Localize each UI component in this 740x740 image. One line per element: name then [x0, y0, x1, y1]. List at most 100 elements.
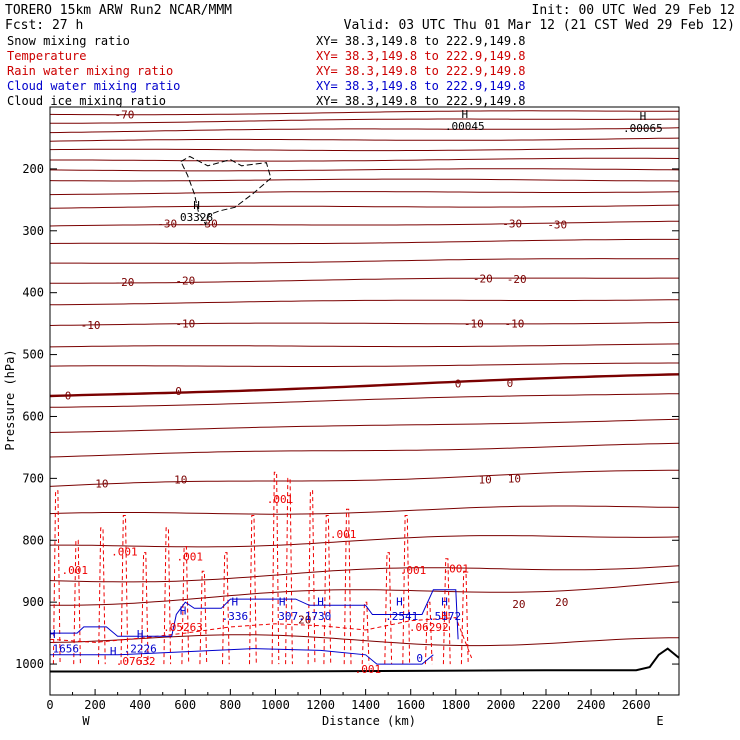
rain-contour-spike: [384, 552, 393, 665]
legend-cloudwater-label: Cloud water mixing ratio: [7, 79, 180, 93]
temperature-contour-label: -30: [198, 217, 218, 230]
temperature-contour-line: [49, 469, 679, 487]
header-valid: Valid: 03 UTC Thu 01 Mar 12 (21 CST Wed …: [344, 18, 735, 33]
legend-cloudwater-xy: XY= 38.3,149.8 to 222.9,149.8: [316, 79, 526, 93]
cloud-water-label: 0: [416, 652, 423, 665]
snow-contour: [180, 155, 272, 227]
header-fcst: Fcst: 27 h: [5, 18, 83, 33]
legend-cloudice-label: Cloud ice mixing ratio: [7, 94, 166, 108]
x-tick-label: 200: [84, 698, 106, 712]
cloud-water-contour: [50, 589, 459, 640]
high-marker-value: .00065: [623, 122, 663, 135]
header-model: TORERO 15km ARW Run2 NCAR/MMM: [5, 3, 232, 18]
temperature-contour-line: [49, 147, 679, 152]
temperature-contour-label: 10: [508, 472, 521, 485]
rain-contour-spike: [140, 552, 149, 665]
legend-temp-label: Temperature: [7, 49, 86, 63]
x-tick-label: 1600: [396, 698, 425, 712]
temperature-contour-label: 10: [174, 474, 187, 487]
temperature-contour-line: [49, 118, 679, 124]
rain-contour-label: .001: [330, 528, 357, 541]
temperature-contour-line: [49, 191, 680, 196]
cloud-water-contour-lower: [50, 648, 434, 665]
temperature-contour-label: -10: [504, 318, 524, 331]
rain-contour-label: .001: [443, 563, 470, 576]
temperature-contour-label: 0: [455, 378, 462, 391]
rain-contour-label: .001: [177, 550, 204, 563]
rain-contour-spike: [285, 477, 293, 665]
high-marker-value: 03328: [180, 211, 213, 224]
rain-contour-spike: [361, 601, 370, 665]
high-marker: H: [193, 199, 200, 212]
temperature-contour-line: [49, 168, 680, 172]
rain-contours: [49, 471, 473, 665]
legend-snow-xy: XY= 38.3,149.8 to 222.9,149.8: [316, 34, 526, 48]
temperature-contour-label: -70: [114, 108, 134, 121]
y-tick-label: 300: [22, 224, 44, 238]
cloud-water-contours: [50, 589, 459, 665]
plot-frame: [49, 106, 680, 696]
temperature-contour-line: [49, 565, 680, 583]
high-marker: H: [279, 595, 286, 608]
y-tick-label: 800: [22, 533, 44, 547]
rain-contour-label: .001: [400, 564, 427, 577]
temperature-contour-line: [49, 343, 680, 348]
contour-labels: -70 -30 -30 -30 -30 -20 -20 -20 -20 -10 -10 -10 -10 0…: [49, 108, 663, 676]
temperature-contour-line: [49, 127, 680, 134]
rain-contour-spike: [249, 515, 257, 665]
temperature-contour-label: -20: [473, 272, 493, 285]
temperature-contour-line: [50, 258, 679, 264]
y-tick-label: 500: [22, 348, 44, 362]
x-tick-label: 2600: [622, 698, 651, 712]
y-tick-label: 900: [22, 595, 44, 609]
temperature-contour-line: [50, 157, 680, 162]
rain-contour-spike: [323, 515, 332, 665]
temperature-contour-line: [49, 238, 679, 245]
x-tick-label: 1800: [441, 698, 470, 712]
x-tick-label: 2200: [532, 698, 561, 712]
temperature-contour-label: -20: [175, 274, 195, 287]
temperature-contour-label: 20: [555, 596, 568, 609]
high-marker: H: [396, 595, 403, 608]
rain-contour-spike: [343, 508, 352, 665]
temperature-contour-label: 10: [478, 474, 491, 487]
high-marker: H: [110, 645, 117, 658]
header-init: Init: 00 UTC Wed 29 Feb 12: [532, 3, 736, 18]
rain-contour-spike: [120, 515, 129, 665]
temperature-contour-line: [49, 321, 680, 326]
high-marker: H: [180, 605, 187, 618]
x-axis-title: Distance (km): [322, 714, 416, 728]
rain-contour-label: .07632: [116, 655, 156, 668]
rain-contour-spike: [424, 601, 433, 665]
y-tick-label: 600: [22, 409, 44, 423]
temperature-contour-line: [49, 204, 680, 209]
rain-contour-band: [49, 617, 473, 659]
rain-contour-spike: [307, 490, 316, 665]
rain-contour-label: .001: [62, 564, 89, 577]
legend-temp-xy: XY= 38.3,149.8 to 222.9,149.8: [316, 49, 526, 63]
x-tick-label: 400: [129, 698, 151, 712]
temperature-contour-line: [50, 581, 680, 606]
cloud-water-label: .5172: [428, 610, 461, 623]
rain-contour-label: .001: [355, 663, 382, 676]
temperature-contour-line: [49, 178, 680, 182]
y-tick-label: 200: [22, 162, 44, 176]
x-tick-label: 800: [220, 698, 242, 712]
temperature-contour-label: 10: [95, 477, 108, 490]
temperature-contour-line: [49, 634, 680, 647]
x-tick-label: 1000: [261, 698, 290, 712]
high-marker: H: [462, 108, 469, 121]
cloud-water-label: .2226: [124, 643, 157, 656]
snow-contours: [180, 155, 272, 227]
temperature-contour-line: [50, 535, 680, 548]
cloud-water-label: .2541: [385, 610, 418, 623]
cloud-water-label: 307.1730: [278, 610, 331, 623]
rain-contour-spike: [460, 570, 469, 665]
y-tick-label: 1000: [15, 657, 44, 671]
temperature-contour-line: [49, 110, 679, 116]
legend-rain-xy: XY= 38.3,149.8 to 222.9,149.8: [316, 64, 526, 78]
rain-contour-spike: [222, 552, 230, 665]
high-marker: H: [137, 628, 144, 641]
high-marker: H: [232, 595, 239, 608]
